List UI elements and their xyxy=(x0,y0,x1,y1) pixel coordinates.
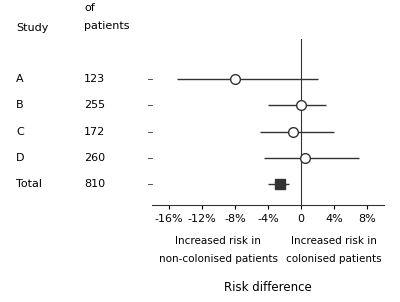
Text: colonised patients: colonised patients xyxy=(286,254,382,264)
Text: 255: 255 xyxy=(84,100,105,110)
Text: Total: Total xyxy=(16,179,42,189)
Text: non-colonised patients: non-colonised patients xyxy=(159,254,278,264)
Text: A: A xyxy=(16,74,24,84)
Text: 260: 260 xyxy=(84,153,105,163)
Text: D: D xyxy=(16,153,24,163)
Text: patients: patients xyxy=(84,21,130,31)
Text: Study: Study xyxy=(16,23,48,33)
Text: C: C xyxy=(16,127,24,137)
Text: Increased risk in: Increased risk in xyxy=(175,236,261,246)
Text: B: B xyxy=(16,100,24,110)
Text: 172: 172 xyxy=(84,127,105,137)
Text: 123: 123 xyxy=(84,74,105,84)
Text: Risk difference: Risk difference xyxy=(224,281,312,294)
Text: 810: 810 xyxy=(84,179,105,189)
Text: of: of xyxy=(84,3,95,13)
Text: Increased risk in: Increased risk in xyxy=(291,236,377,246)
